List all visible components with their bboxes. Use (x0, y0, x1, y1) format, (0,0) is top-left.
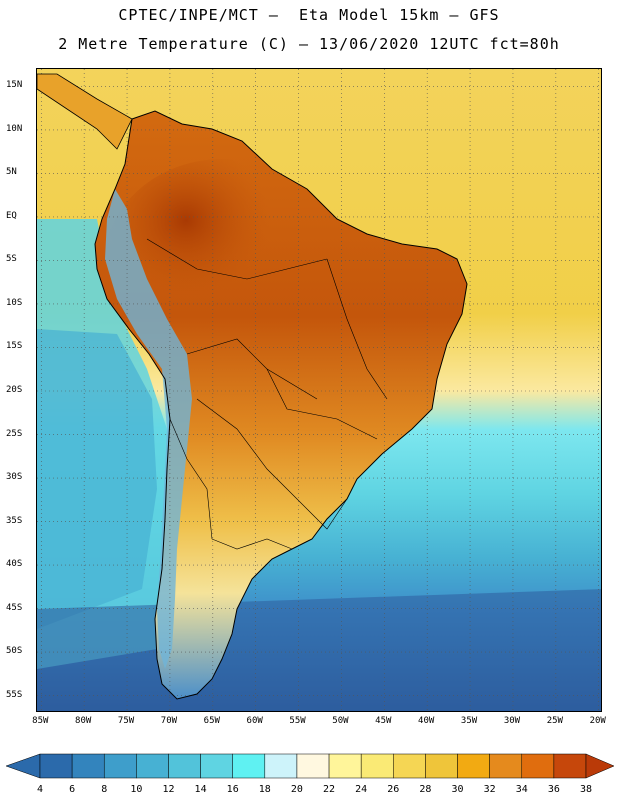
colorbar-tick-label: 6 (69, 784, 76, 795)
latitude-label: 25S (6, 428, 23, 439)
colorbar-tick-label: 30 (451, 784, 464, 795)
colorbar-bin (457, 753, 490, 779)
colorbar-tick-label: 36 (547, 784, 560, 795)
longitude-label: 85W (32, 716, 49, 726)
colorbar-tick-label: 12 (162, 784, 175, 795)
graticule-grid (37, 69, 601, 711)
central-america (37, 73, 133, 150)
longitude-label: 75W (117, 716, 135, 726)
colorbar-bin (264, 753, 298, 779)
colorbar-bin (200, 753, 233, 779)
map-panel (36, 68, 602, 712)
map-title-line1: CPTEC/INPE/MCT – Eta Model 15km – GFS (118, 6, 500, 24)
longitude-label: 60W (246, 716, 263, 726)
temperature-map (37, 69, 601, 711)
colorbar-tick-label: 8 (101, 784, 108, 795)
colorbar-tick-label: 14 (194, 784, 207, 795)
colorbar-tick-label: 22 (323, 784, 336, 795)
colorbar-bin (393, 753, 426, 779)
colorbar-bin (425, 753, 458, 779)
colorbar-bin (39, 753, 73, 779)
colorbar-tick-label: 28 (419, 784, 432, 795)
longitude-label: 80W (75, 716, 92, 726)
longitude-label: 45W (375, 716, 392, 726)
longitude-label: 55W (289, 716, 306, 726)
colorbar-bin (489, 753, 523, 779)
latitude-label: 15S (6, 341, 23, 352)
longitude-label: 40W (418, 716, 435, 726)
colorbar (5, 753, 615, 779)
longitude-label: 65W (203, 716, 220, 726)
longitude-label: 35W (460, 716, 478, 726)
colorbar-tick-label: 24 (355, 784, 368, 795)
colorbar-bin (328, 753, 362, 779)
colorbar-tick-label: 26 (387, 784, 400, 795)
colorbar-under-arrow (5, 753, 41, 779)
latitude-label: 45S (6, 602, 23, 613)
country-borders (146, 238, 388, 550)
longitude-label: 50W (332, 716, 349, 726)
colorbar-tick-label: 34 (515, 784, 528, 795)
colorbar-tick-label: 4 (36, 784, 44, 795)
latitude-label: 5N (6, 167, 17, 178)
colorbar-tick-label: 32 (483, 784, 496, 795)
colorbar-bin (168, 753, 201, 779)
colorbar-bin (553, 753, 587, 779)
latitude-label: 40S (6, 559, 23, 570)
latitude-label: 55S (6, 689, 23, 700)
colorbar-bin (296, 753, 330, 779)
colorbar-bin (521, 753, 555, 779)
latitude-label: 10N (6, 123, 23, 134)
colorbar-bin (136, 753, 169, 779)
colorbar-bin (360, 753, 394, 779)
longitude-label: 30W (503, 716, 521, 726)
colorbar-bin (103, 753, 137, 779)
latitude-label: EQ (6, 210, 17, 221)
latitude-label: 20S (6, 385, 23, 395)
colorbar-bin (232, 753, 266, 779)
latitude-label: 5S (6, 254, 17, 265)
latitude-label: 10S (6, 297, 23, 308)
latitude-label: 15N (6, 80, 23, 91)
colorbar-tick-label: 20 (290, 784, 303, 795)
colorbar-tick-label: 18 (258, 784, 271, 795)
colorbar-over-arrow (585, 753, 615, 779)
map-title-line2: 2 Metre Temperature (C) – 13/06/2020 12U… (58, 35, 560, 53)
coastline (94, 110, 468, 700)
longitude-label: 20W (589, 716, 606, 726)
latitude-label: 35S (6, 515, 23, 526)
colorbar-tick-label: 10 (130, 784, 143, 795)
colorbar-tick-label: 16 (226, 784, 239, 795)
colorbar-bin (71, 753, 105, 779)
latitude-label: 30S (6, 472, 23, 483)
longitude-label: 25W (546, 716, 563, 726)
colorbar-tick-label: 38 (579, 784, 593, 795)
latitude-label: 50S (6, 646, 23, 657)
southern-ocean (37, 589, 601, 711)
longitude-label: 70W (160, 716, 178, 726)
